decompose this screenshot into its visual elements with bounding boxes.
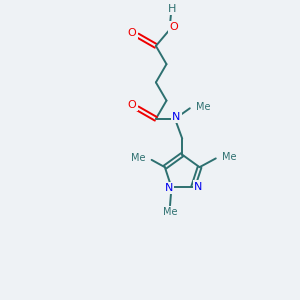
Text: O: O: [128, 100, 136, 110]
Text: Me: Me: [163, 207, 177, 217]
Text: H: H: [168, 4, 177, 14]
Text: N: N: [165, 183, 173, 193]
Text: O: O: [169, 22, 178, 32]
Text: Me: Me: [222, 152, 237, 162]
Text: N: N: [172, 112, 181, 122]
Text: Me: Me: [130, 153, 145, 164]
Text: Me: Me: [196, 102, 211, 112]
Text: O: O: [128, 28, 136, 38]
Text: N: N: [194, 182, 202, 192]
